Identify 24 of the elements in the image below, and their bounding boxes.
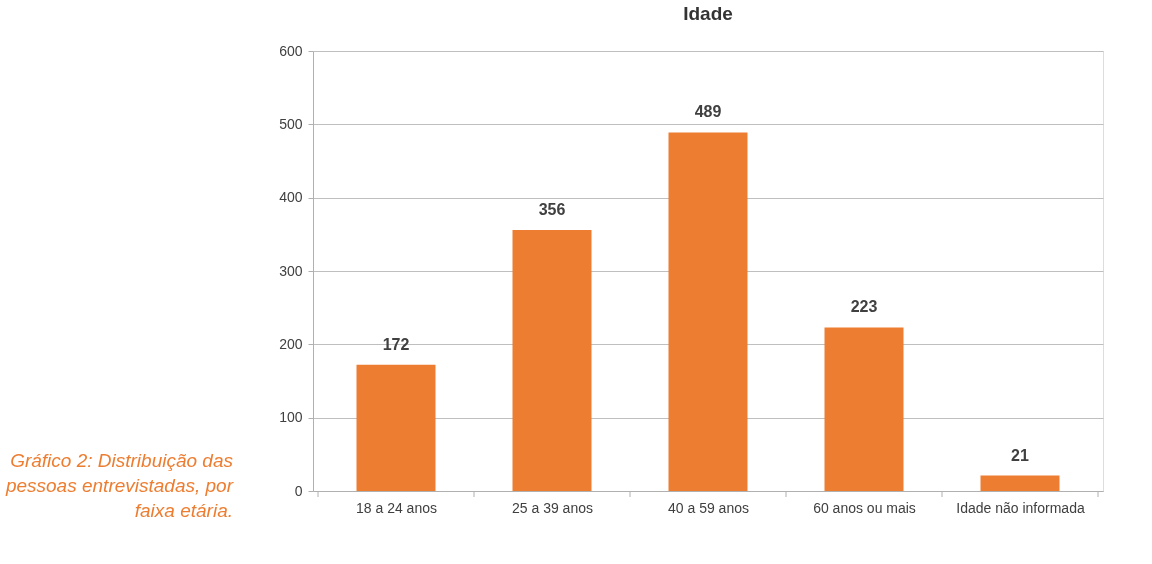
bar <box>824 327 904 491</box>
x-tick-label: 40 a 59 anos <box>668 499 749 516</box>
x-tick-label: Idade não informada <box>956 499 1085 516</box>
chart-title: Idade <box>683 3 733 24</box>
data-label: 21 <box>1011 446 1029 464</box>
y-tick-label: 400 <box>279 189 303 206</box>
data-label: 489 <box>694 103 722 121</box>
y-tick-label: 500 <box>279 115 303 132</box>
bar <box>668 132 748 491</box>
bar <box>356 364 436 491</box>
x-tick-label: 18 a 24 anos <box>356 499 437 516</box>
y-tick-label: 200 <box>279 335 303 352</box>
y-tick-label: 300 <box>279 262 303 279</box>
x-tick-label: 60 anos ou mais <box>813 499 916 516</box>
data-label: 223 <box>850 298 878 316</box>
y-tick-label: 600 <box>279 42 303 59</box>
bar <box>980 475 1060 491</box>
x-tick-label: 25 a 39 anos <box>512 499 593 516</box>
y-tick-label: 100 <box>279 409 303 426</box>
data-label: 172 <box>382 335 410 353</box>
bar <box>512 229 592 491</box>
y-tick-label: 0 <box>294 482 303 499</box>
data-label: 356 <box>538 200 566 218</box>
text: Gráfico 2: Distribuição das pessoas entrevistadas, por faixa etária. <box>4 450 234 521</box>
